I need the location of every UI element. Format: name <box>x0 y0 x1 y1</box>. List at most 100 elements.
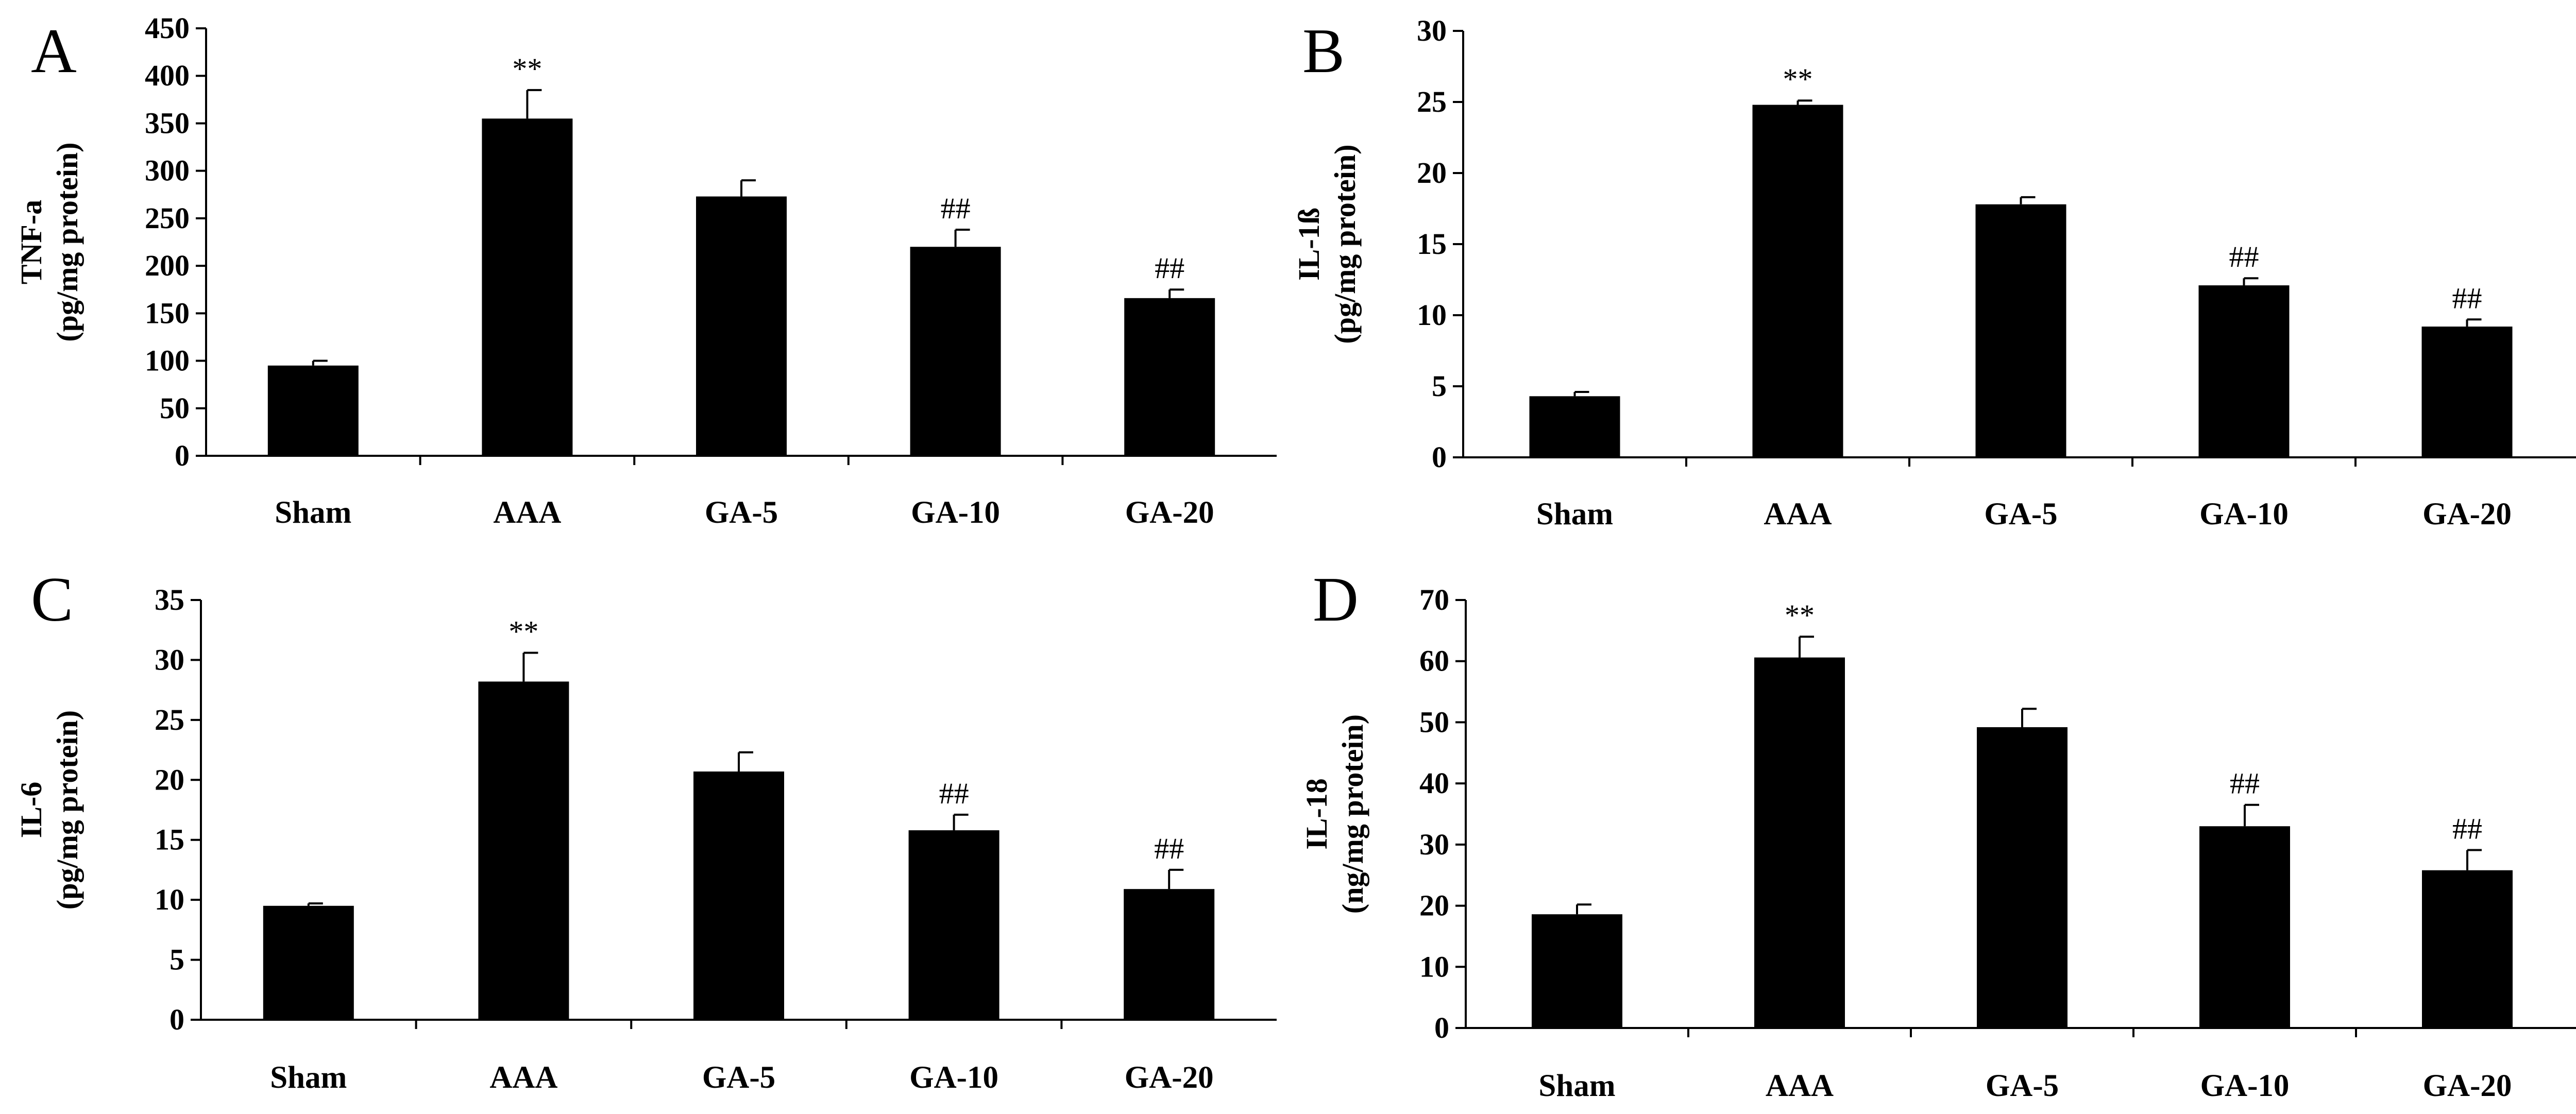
significance-mark: ## <box>1155 251 1184 285</box>
bar-ga-20 <box>1124 889 1215 1020</box>
bar-ga-5 <box>1975 204 2066 457</box>
y-axis-label: IL-6 <box>14 782 48 838</box>
significance-mark: ## <box>2230 767 2260 800</box>
y-axis-unit-label: (pg/mg protein) <box>50 710 84 910</box>
y-tick-label: 10 <box>1419 950 1449 983</box>
y-tick-label: 150 <box>145 296 190 330</box>
bar-ga-20 <box>2422 870 2513 1028</box>
panel-d: D IL-18 (ng/mg protein) 0 10 20 30 40 50 60 70 Sham… <box>1300 564 2576 1103</box>
bar-ga-20 <box>1124 298 1215 456</box>
y-tick-label: 70 <box>1419 583 1449 616</box>
y-axis-label: IL-1ß <box>1292 208 1326 281</box>
bar-sham <box>1529 396 1620 457</box>
y-tick-label: 400 <box>145 59 190 92</box>
x-tick-label: Sham <box>1538 1069 1615 1103</box>
x-tick-label: GA-10 <box>2200 1069 2290 1103</box>
y-tick-label: 5 <box>170 943 184 976</box>
bar-aaa <box>482 118 573 456</box>
bar-sham <box>267 365 359 456</box>
y-tick-label: 50 <box>160 391 190 425</box>
y-tick-label: 5 <box>1432 369 1447 403</box>
y-tick-label: 30 <box>1417 14 1447 47</box>
panel-c: C IL-6 (pg/mg protein) 0 5 10 15 20 25 30 35 Sham **… <box>14 564 1277 1095</box>
significance-mark: ** <box>1783 62 1813 96</box>
y-axis-label: TNF-a <box>14 200 48 284</box>
significance-mark: ## <box>2452 812 2482 846</box>
y-tick-label: 20 <box>1419 889 1449 922</box>
significance-mark: ** <box>509 614 538 648</box>
x-tick-label: GA-20 <box>2422 497 2512 532</box>
y-tick-label: 25 <box>1417 85 1447 118</box>
x-tick-label: GA-10 <box>911 495 1000 530</box>
bar-aaa <box>1754 657 1845 1028</box>
y-axis-unit-label: (ng/mg protein) <box>1336 714 1369 914</box>
x-tick-label: AAA <box>489 1060 557 1095</box>
panel-b: B IL-1ß (pg/mg protein) 0 5 10 15 20 25 30 Sham ** A… <box>1292 14 2576 532</box>
y-tick-label: 40 <box>1419 766 1449 800</box>
y-tick-label: 25 <box>155 703 184 736</box>
y-tick-label: 30 <box>1419 828 1449 861</box>
y-tick-label: 200 <box>145 249 190 282</box>
x-tick-label: GA-20 <box>1125 495 1214 530</box>
y-tick-label: 30 <box>155 643 184 676</box>
x-tick-label: Sham <box>1536 497 1613 532</box>
y-tick-label: 20 <box>155 763 184 796</box>
bar-sham <box>263 905 354 1020</box>
y-tick-label: 300 <box>145 154 190 187</box>
x-tick-label: GA-10 <box>2199 497 2289 532</box>
bar-ga-5 <box>696 196 787 456</box>
bar-sham <box>1532 914 1622 1028</box>
significance-mark: ** <box>512 52 542 85</box>
bar-ga-5 <box>693 771 784 1020</box>
significance-mark: ** <box>1785 598 1815 632</box>
y-tick-label: 15 <box>155 823 184 856</box>
panel-letter: A <box>31 15 77 86</box>
bar-ga-10 <box>910 247 1001 456</box>
x-tick-label: GA-20 <box>2423 1069 2512 1103</box>
y-tick-label: 20 <box>1417 156 1447 190</box>
bar-aaa <box>1752 105 1843 457</box>
y-tick-label: 0 <box>1434 1011 1449 1044</box>
x-tick-label: GA-5 <box>702 1060 775 1095</box>
bar-ga-5 <box>1977 727 2067 1028</box>
x-tick-label: GA-10 <box>909 1060 998 1095</box>
y-axis-label: IL-18 <box>1300 778 1333 850</box>
panel-a: A TNF-a (pg/mg protein) 0 50 100 150 200 250 300 3… <box>14 11 1277 530</box>
y-tick-label: 100 <box>145 344 190 378</box>
x-tick-label: AAA <box>1766 1069 1834 1103</box>
y-tick-label: 35 <box>155 583 184 616</box>
y-tick-label: 60 <box>1419 644 1449 678</box>
bar-aaa <box>478 681 569 1020</box>
significance-mark: ## <box>939 777 969 810</box>
bar-ga-20 <box>2421 327 2513 457</box>
y-tick-label: 250 <box>145 201 190 235</box>
x-tick-label: AAA <box>1764 497 1832 532</box>
x-tick-label: GA-5 <box>1986 1069 2059 1103</box>
x-tick-label: GA-5 <box>1984 497 2057 532</box>
y-axis-unit-label: (pg/mg protein) <box>50 142 84 341</box>
x-tick-label: Sham <box>270 1060 347 1095</box>
significance-mark: ## <box>941 192 971 225</box>
bar-ga-10 <box>2198 285 2290 457</box>
y-axis-unit-label: (pg/mg protein) <box>1328 144 1362 344</box>
y-tick-label: 450 <box>145 11 190 45</box>
significance-mark: ## <box>2452 281 2482 315</box>
panel-letter: B <box>1302 15 1345 86</box>
y-tick-label: 10 <box>1417 298 1447 332</box>
bar-ga-10 <box>2199 826 2290 1028</box>
significance-mark: ## <box>2229 240 2259 273</box>
y-tick-label: 0 <box>175 439 190 472</box>
significance-mark: ## <box>1154 832 1184 865</box>
y-tick-label: 50 <box>1419 705 1449 739</box>
y-tick-label: 15 <box>1417 227 1447 261</box>
bar-ga-10 <box>908 830 999 1020</box>
y-tick-label: 350 <box>145 106 190 140</box>
x-tick-label: Sham <box>275 495 351 530</box>
x-tick-label: GA-5 <box>705 495 778 530</box>
y-tick-label: 0 <box>1432 440 1447 474</box>
x-tick-label: AAA <box>493 495 561 530</box>
x-tick-label: GA-20 <box>1125 1060 1214 1095</box>
panel-letter: D <box>1313 564 1359 635</box>
y-tick-label: 10 <box>155 883 184 916</box>
